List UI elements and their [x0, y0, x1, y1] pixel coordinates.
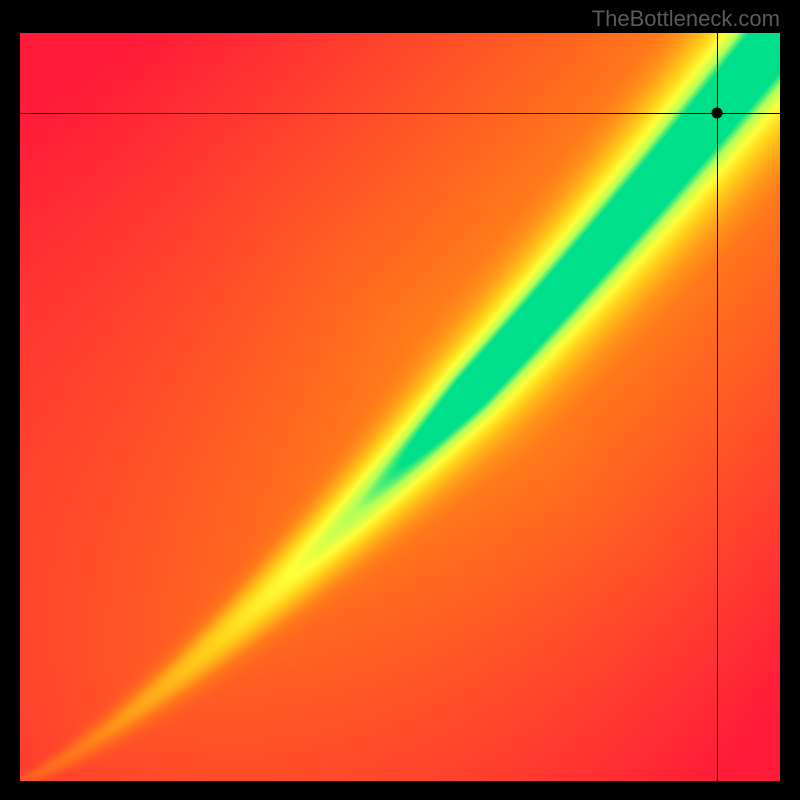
marker-dot — [711, 108, 722, 119]
bottleneck-heatmap — [20, 33, 780, 781]
heatmap-canvas — [20, 33, 780, 781]
watermark-text: TheBottleneck.com — [592, 6, 780, 32]
crosshair-horizontal — [20, 113, 780, 114]
crosshair-vertical — [717, 33, 718, 781]
